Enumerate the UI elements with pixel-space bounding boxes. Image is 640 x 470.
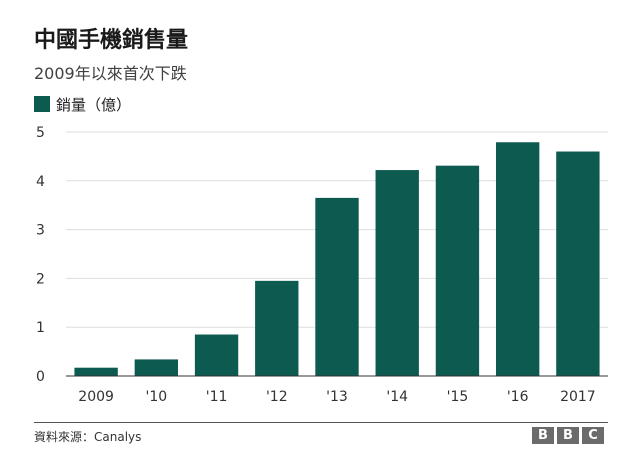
x-tick-label: '14: [386, 389, 408, 405]
source-note: 資料來源：Canalys: [34, 430, 142, 444]
legend-label: 銷量（億）: [56, 95, 132, 114]
bar: [194, 334, 239, 376]
x-tick-label: '16: [507, 389, 529, 405]
chart-subtitle: 2009年以來首次下跌: [34, 64, 187, 83]
bar: [556, 151, 600, 376]
footer-divider: [34, 422, 608, 423]
x-tick-label: '10: [145, 389, 167, 405]
bar: [435, 165, 480, 376]
bar: [315, 197, 359, 376]
chart-title: 中國手機銷售量: [34, 28, 189, 53]
x-tick-label: '15: [447, 389, 469, 405]
bbc-logo-letter: B: [532, 427, 554, 444]
legend: 銷量（億）: [34, 94, 131, 114]
x-tick-label: '13: [326, 389, 348, 405]
x-tick-label: 2017: [560, 389, 596, 405]
y-tick-label: 4: [36, 174, 45, 190]
bbc-logo-letter: B: [557, 427, 579, 444]
x-tick-label: 2009: [78, 389, 114, 405]
bbc-logo-letter: C: [582, 427, 604, 444]
bar: [375, 170, 419, 376]
y-tick-label: 5: [36, 125, 45, 141]
y-tick-label: 3: [36, 223, 45, 239]
x-tick-label: '11: [206, 389, 228, 405]
y-tick-label: 0: [36, 369, 45, 385]
bar: [495, 142, 540, 376]
bar-chart: 0 1 2 3 4 5 2009 '10 '11 '12 '13 '14 '15 '16 2017: [36, 125, 608, 405]
y-tick-label: 1: [36, 320, 45, 336]
bbc-logo: B B C: [532, 427, 604, 444]
bar: [134, 359, 179, 376]
bar: [74, 367, 118, 376]
legend-swatch: [34, 96, 50, 112]
bar: [255, 280, 299, 376]
y-tick-label: 2: [36, 271, 45, 287]
x-tick-label: '12: [266, 389, 288, 405]
